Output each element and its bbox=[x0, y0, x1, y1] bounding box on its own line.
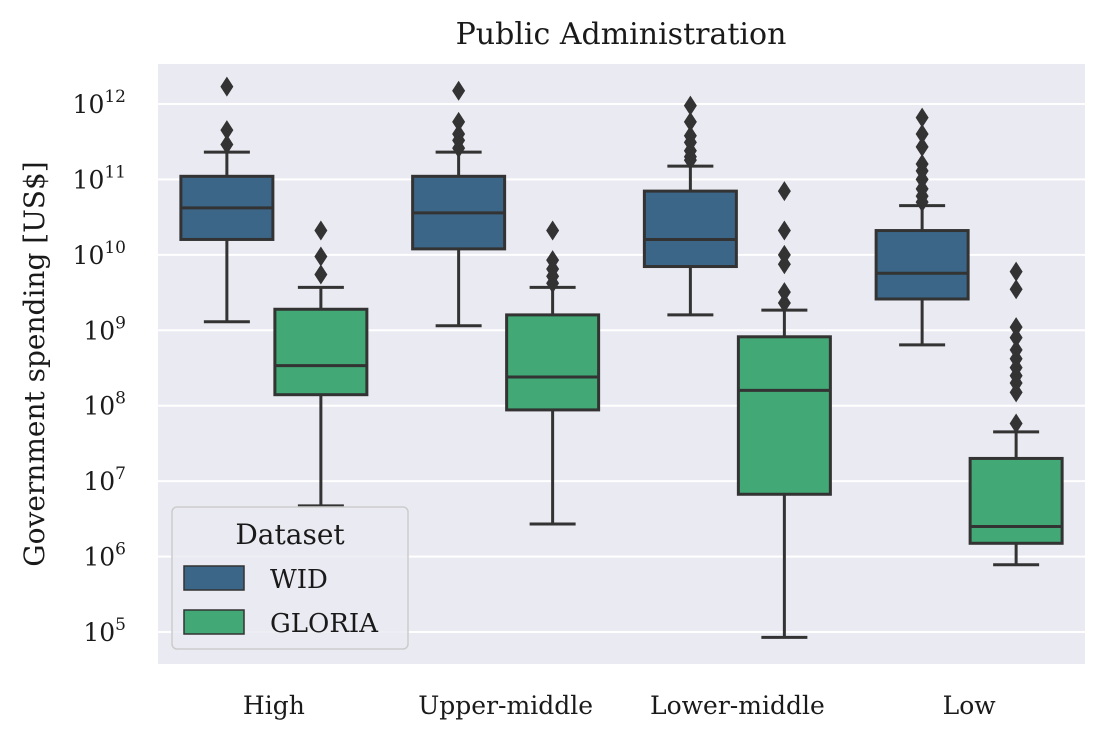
outlier-point bbox=[1009, 317, 1023, 338]
outlier-point bbox=[777, 293, 791, 314]
outlier-point bbox=[683, 111, 697, 132]
outlier-point bbox=[314, 220, 328, 241]
x-tick-label: Upper-middle bbox=[418, 691, 593, 720]
chart-title: Public Administration bbox=[456, 17, 787, 52]
outlier-point bbox=[452, 80, 466, 101]
box-gloria-0 bbox=[273, 220, 369, 508]
outlier-point bbox=[777, 282, 791, 303]
legend-swatch-wid bbox=[183, 565, 245, 591]
outlier-point bbox=[1009, 261, 1023, 282]
x-tick-labels: High Upper-middle Lower-middle Low bbox=[243, 691, 996, 720]
outlier-point bbox=[777, 181, 791, 202]
box-gloria-2 bbox=[736, 181, 832, 639]
legend-title: Dataset bbox=[235, 518, 345, 551]
outlier-point bbox=[220, 120, 234, 141]
outlier-point bbox=[314, 264, 328, 285]
iqr-box bbox=[642, 189, 738, 269]
y-tick-label: 105 bbox=[83, 615, 126, 647]
legend: Dataset WID GLORIA bbox=[171, 506, 409, 650]
outlier-point bbox=[915, 107, 929, 128]
y-tick-label: 109 bbox=[83, 313, 126, 345]
outlier-point bbox=[683, 95, 697, 116]
outlier-point bbox=[777, 220, 791, 241]
box-wid-2 bbox=[642, 95, 738, 317]
outlier-point bbox=[1009, 279, 1023, 300]
outlier-point bbox=[1009, 327, 1023, 348]
outlier-point bbox=[314, 246, 328, 267]
legend-label-wid: WID bbox=[270, 565, 328, 595]
outlier-point bbox=[452, 111, 466, 132]
y-tick-label: 108 bbox=[83, 389, 126, 421]
iqr-box bbox=[874, 229, 970, 301]
outlier-point bbox=[915, 124, 929, 145]
y-tick-label: 106 bbox=[83, 540, 126, 572]
outlier-point bbox=[777, 244, 791, 265]
y-tick-label: 1010 bbox=[73, 238, 126, 270]
legend-swatch-gloria bbox=[183, 609, 245, 635]
outlier-point bbox=[1009, 413, 1023, 434]
box-series bbox=[179, 76, 1064, 639]
iqr-box bbox=[968, 456, 1064, 545]
x-tick-label: Lower-middle bbox=[650, 691, 825, 720]
y-axis-label: Government spending [US$] bbox=[18, 161, 51, 566]
iqr-box bbox=[505, 313, 601, 412]
y-tick-label: 107 bbox=[83, 464, 126, 496]
y-tick-label: 1011 bbox=[73, 162, 126, 194]
outlier-point bbox=[220, 134, 234, 155]
x-tick-label: Low bbox=[943, 691, 997, 720]
outlier-point bbox=[546, 220, 560, 241]
x-tick-label: High bbox=[243, 691, 305, 720]
outlier-point bbox=[220, 76, 234, 97]
box-gloria-1 bbox=[505, 220, 601, 526]
legend-label-gloria: GLORIA bbox=[270, 609, 379, 639]
iqr-box bbox=[273, 307, 369, 397]
iqr-box bbox=[736, 335, 832, 496]
outlier-point bbox=[915, 136, 929, 157]
y-tick-labels: 105 106 107 108 109 1010 1011 1012 bbox=[73, 87, 126, 647]
outlier-point bbox=[1009, 339, 1023, 360]
outlier-point bbox=[452, 124, 466, 145]
box-wid-0 bbox=[179, 76, 275, 324]
outlier-point bbox=[546, 250, 560, 271]
box-wid-3 bbox=[874, 107, 970, 347]
box-wid-1 bbox=[411, 80, 507, 328]
outlier-point bbox=[683, 125, 697, 146]
y-tick-label: 1012 bbox=[73, 87, 126, 119]
box-gloria-3 bbox=[968, 261, 1064, 567]
outlier-point bbox=[915, 154, 929, 175]
